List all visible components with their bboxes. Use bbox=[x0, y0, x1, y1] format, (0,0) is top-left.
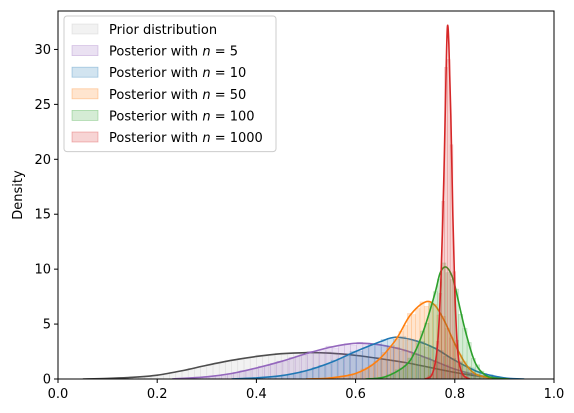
series-layer bbox=[82, 24, 525, 379]
x-tick-label: 0.0 bbox=[48, 387, 69, 402]
histogram-bar bbox=[447, 59, 451, 379]
density-curve bbox=[82, 351, 505, 379]
legend-label: Posterior with n = 10 bbox=[109, 66, 246, 81]
density-curve bbox=[305, 300, 505, 379]
legend-swatch bbox=[71, 131, 99, 143]
histogram-bar bbox=[377, 358, 383, 379]
histogram-bar bbox=[424, 346, 432, 379]
histogram-bar bbox=[282, 360, 290, 379]
histogram-bar bbox=[411, 353, 417, 379]
legend-swatch bbox=[71, 23, 99, 35]
legend-label: Posterior with n = 50 bbox=[109, 88, 246, 103]
histogram-bar bbox=[349, 351, 357, 379]
histogram-bar bbox=[428, 303, 434, 379]
histogram-bar bbox=[417, 356, 425, 379]
density-curve bbox=[365, 266, 510, 379]
histogram-bar bbox=[423, 306, 429, 379]
histogram-bar bbox=[306, 369, 313, 379]
y-tick-label: 25 bbox=[34, 98, 51, 113]
histogram-bar bbox=[441, 262, 447, 379]
y-tick-label: 20 bbox=[34, 153, 51, 168]
histogram-bar bbox=[407, 357, 413, 379]
plot-frame bbox=[57, 10, 555, 380]
histogram-bar bbox=[394, 336, 400, 379]
y-tick-label: 30 bbox=[34, 43, 51, 58]
density-curve bbox=[424, 24, 471, 379]
y-tick-label: 10 bbox=[34, 263, 51, 278]
legend-label: Posterior with n = 1000 bbox=[109, 131, 263, 146]
axis-ticks: 0.0 0.2 0.4 0.6 0.8 1.0 0 5 10 15 20 25 30 bbox=[34, 43, 564, 402]
histogram-bar bbox=[355, 350, 363, 379]
density-curve bbox=[231, 336, 525, 379]
legend-label: Posterior with n = 5 bbox=[109, 45, 238, 60]
y-tick-label: 5 bbox=[43, 318, 51, 333]
histogram-bar bbox=[381, 352, 387, 379]
histogram-bar bbox=[262, 355, 270, 379]
histogram-bar bbox=[437, 278, 442, 379]
histogram-bar bbox=[402, 325, 408, 379]
legend-box bbox=[63, 15, 277, 153]
histogram-bar bbox=[331, 347, 339, 379]
histogram-bar bbox=[424, 322, 430, 379]
legend-label: Posterior with n = 100 bbox=[109, 109, 255, 124]
histogram-bar bbox=[440, 316, 446, 379]
histogram-bar bbox=[360, 368, 366, 379]
y-axis-label: Density bbox=[11, 170, 26, 220]
histogram-bar bbox=[324, 363, 332, 379]
legend: Prior distribution Posterior with n = 5 Po… bbox=[63, 15, 277, 153]
legend-label: Prior distribution bbox=[109, 23, 217, 38]
histogram-bar bbox=[449, 279, 455, 379]
histogram-bar bbox=[418, 341, 425, 379]
x-tick-label: 0.8 bbox=[444, 387, 465, 402]
legend-swatch bbox=[71, 66, 99, 78]
histogram-bar bbox=[330, 359, 338, 379]
x-tick-label: 0.2 bbox=[147, 387, 168, 402]
legend-swatch bbox=[71, 110, 99, 121]
legend-swatch bbox=[71, 88, 99, 100]
series-3 bbox=[305, 300, 505, 379]
histogram-bar bbox=[393, 347, 401, 379]
y-tick-label: 0 bbox=[43, 373, 51, 388]
series-1 bbox=[171, 341, 505, 379]
histogram-bar bbox=[301, 355, 308, 379]
y-tick-label: 15 bbox=[34, 208, 51, 223]
series-5 bbox=[424, 24, 471, 379]
legend-swatch bbox=[71, 45, 99, 56]
density-curve bbox=[172, 342, 505, 379]
x-tick-label: 0.4 bbox=[246, 387, 267, 402]
x-tick-label: 0.6 bbox=[345, 387, 366, 402]
histogram-bar bbox=[385, 347, 391, 379]
plot-area bbox=[82, 24, 525, 379]
histogram-bar bbox=[350, 345, 357, 379]
histogram-bar bbox=[374, 344, 382, 379]
histogram-bar bbox=[381, 346, 388, 379]
x-tick-label: 1.0 bbox=[544, 387, 565, 402]
